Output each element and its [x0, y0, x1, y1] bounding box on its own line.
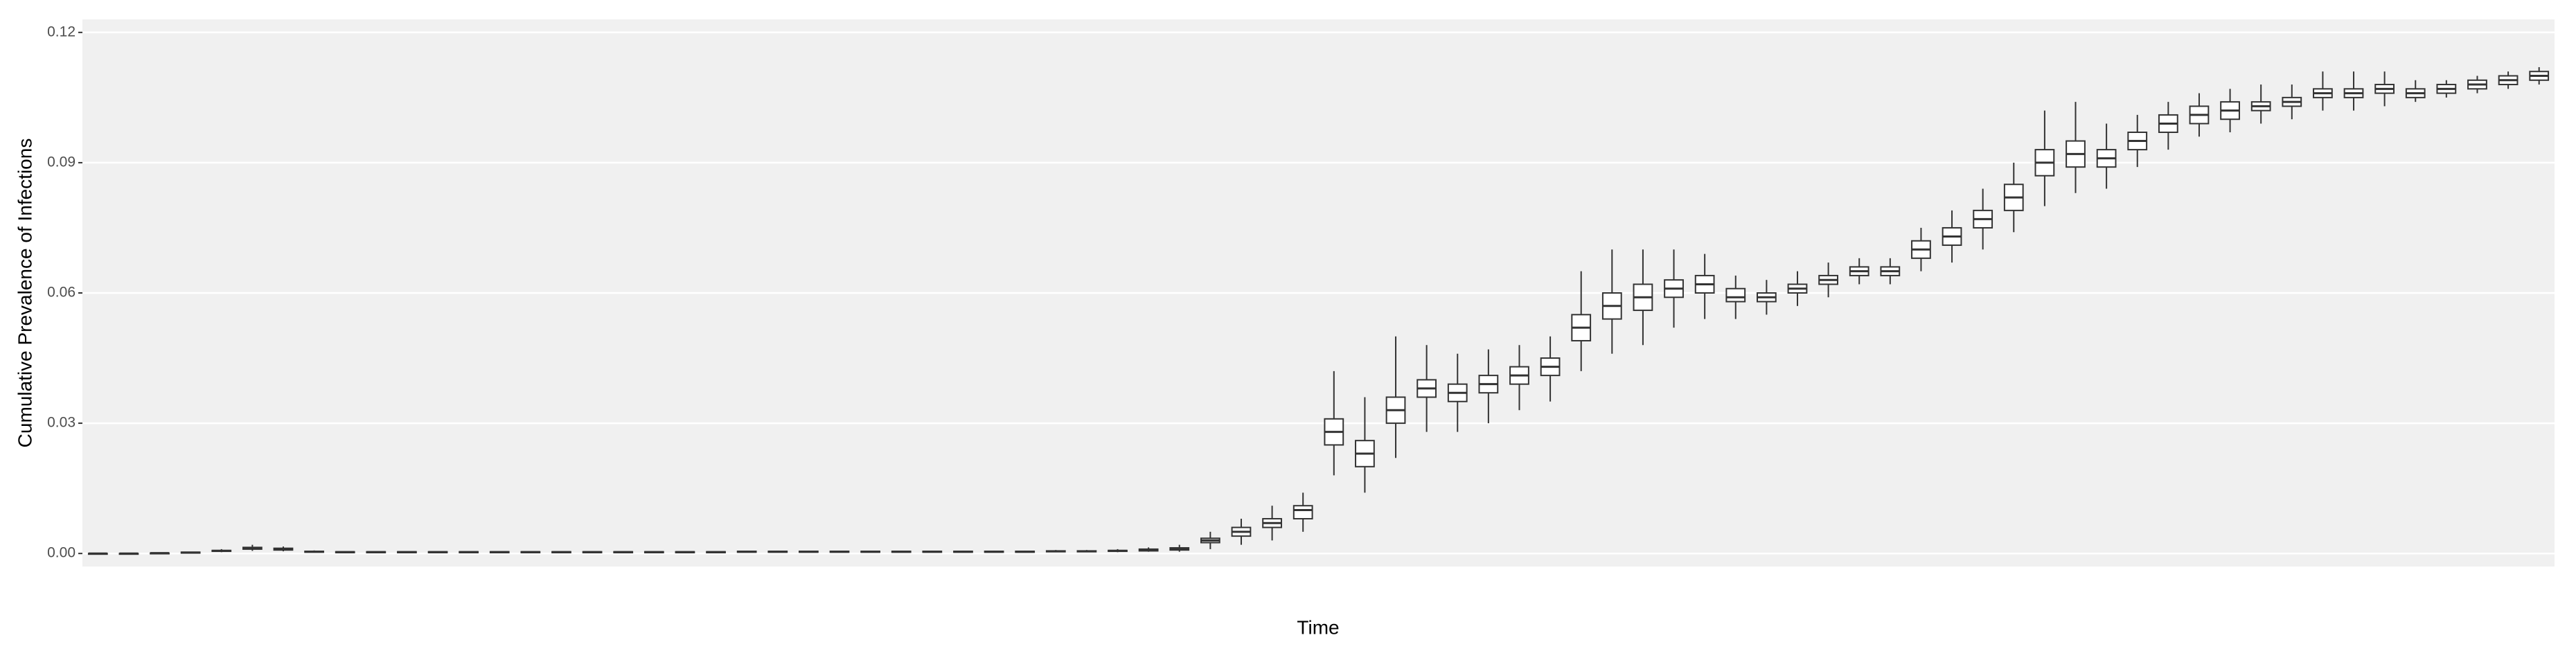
box — [1725, 287, 1746, 303]
x-axis-title: Time — [1297, 616, 1339, 638]
y-tick-label: 0.00 — [47, 545, 75, 561]
y-tick-label: 0.12 — [47, 24, 75, 39]
y-tick-label: 0.06 — [47, 285, 75, 301]
y-axis-title: Cumulative Prevalence of Infections — [14, 139, 35, 448]
y-tick-label: 0.03 — [47, 415, 75, 431]
box — [1293, 505, 1313, 520]
y-tick-label: 0.09 — [47, 154, 75, 170]
